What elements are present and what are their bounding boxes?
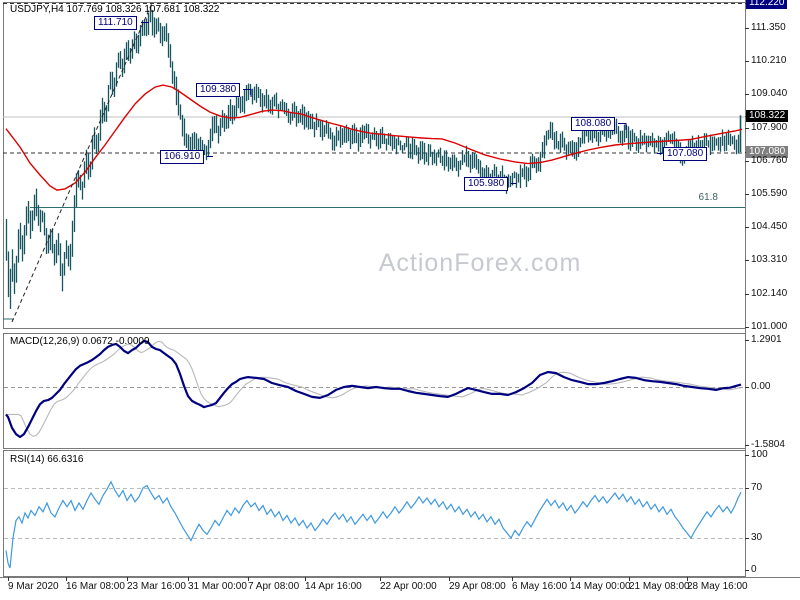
price-tick-107.900: 107.900 — [751, 122, 788, 133]
time-tick: 6 May 16:00 — [512, 581, 568, 592]
time-tick: 14 May 00:00 — [570, 581, 631, 592]
time-tick: 16 Mar 08:00 — [66, 581, 125, 592]
macd-title: MACD(12,26,9) 0.0672 -0.0009 — [10, 336, 150, 347]
macd-series — [5, 339, 742, 439]
price-tick-111.350: 111.350 — [751, 22, 786, 33]
price-label-111.710[interactable]: 111.710 — [94, 16, 137, 30]
price-tick-103.310: 103.310 — [751, 254, 788, 265]
macd-tick--1.5804: -1.5804 — [751, 439, 785, 450]
rsi-series — [5, 480, 742, 569]
rsi-tick-0: 0 — [751, 564, 757, 575]
time-tick: 14 Apr 16:00 — [305, 581, 362, 592]
fib-trendline[interactable] — [11, 2, 153, 323]
symbol-ohlc-title: USDJPY,H4 107.769 108.326 107.681 108.32… — [10, 4, 220, 15]
price-tick-112.220: 112.220 — [746, 0, 788, 9]
price-label-105.980[interactable]: 105.980 — [464, 177, 509, 191]
axis-tick-marks — [8, 3, 749, 581]
time-tick: 21 May 08:00 — [629, 581, 690, 592]
price-tick-104.450: 104.450 — [751, 221, 788, 232]
price-label-106.910[interactable]: 106.910 — [160, 150, 205, 164]
moving-average-line — [5, 84, 743, 191]
price-tick-108.322: 108.322 — [746, 110, 789, 122]
macd-tick-1.2901: 1.2901 — [751, 334, 782, 345]
horizontal-level-lines — [3, 3, 745, 539]
price-label-107.080[interactable]: 107.080 — [663, 147, 708, 161]
time-tick: 28 May 16:00 — [687, 581, 748, 592]
rsi-tick-100: 100 — [751, 449, 768, 460]
price-tick-109.040: 109.040 — [751, 88, 788, 99]
price-tick-101.000: 101.000 — [751, 321, 788, 332]
time-tick: 23 Mar 16:00 — [127, 581, 186, 592]
panel-borders — [0, 0, 800, 578]
price-tick-106.760: 106.760 — [751, 155, 788, 166]
price-label-connectors — [141, 22, 662, 184]
time-tick: 7 Apr 08:00 — [248, 581, 300, 592]
price-label-108.080[interactable]: 108.080 — [571, 117, 616, 131]
price-label-109.380[interactable]: 109.380 — [196, 83, 241, 97]
price-tick-110.210: 110.210 — [751, 55, 787, 66]
rsi-title: RSI(14) 66.6316 — [10, 454, 84, 465]
time-tick: 31 Mar 00:00 — [188, 581, 247, 592]
fib-61.8-label: 61.8 — [698, 192, 718, 203]
time-tick: 9 Mar 2020 — [8, 581, 59, 592]
macd-tick-0.00: 0.00 — [751, 381, 771, 392]
time-tick: 22 Apr 00:00 — [380, 581, 437, 592]
rsi-tick-70: 70 — [751, 482, 763, 493]
price-tick-102.140: 102.140 — [751, 288, 788, 299]
price-tick-105.590: 105.590 — [751, 188, 788, 199]
watermark: ActionForex.com — [378, 249, 582, 277]
time-tick: 29 Apr 08:00 — [449, 581, 506, 592]
price-tick-107.080: 107.080 — [746, 146, 789, 158]
rsi-tick-30: 30 — [751, 532, 763, 543]
